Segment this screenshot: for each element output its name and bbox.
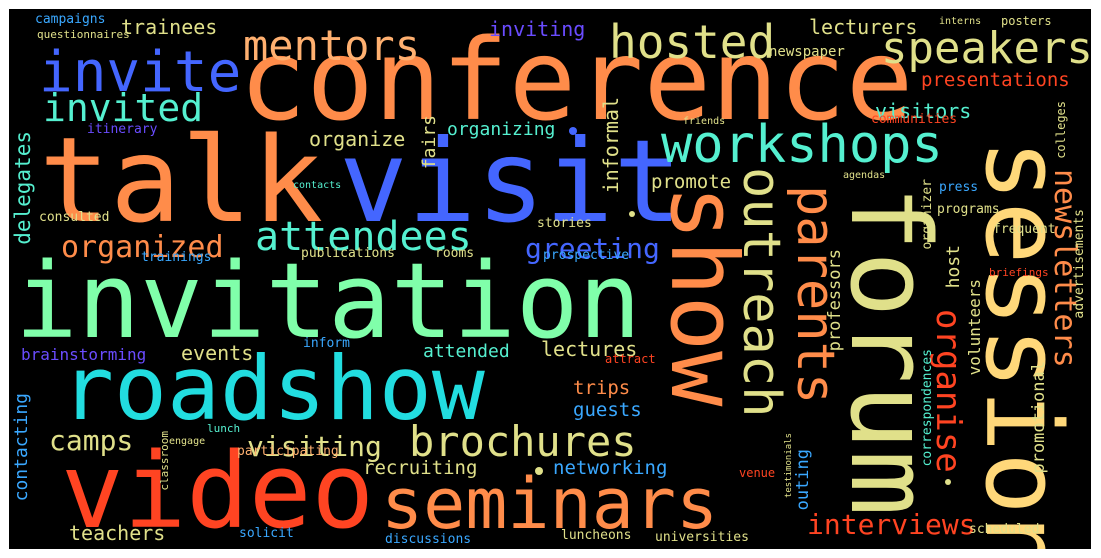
- word-contacting: contacting: [11, 393, 32, 502]
- word-attendees: attendees: [255, 214, 472, 260]
- word-promote: promote: [651, 171, 732, 193]
- word-mentors: mentors: [243, 21, 421, 70]
- word-publications: publications: [301, 246, 395, 261]
- word-recruiting: recruiting: [363, 457, 478, 479]
- word-interviews: interviews: [807, 508, 976, 541]
- word-speakers: speakers: [881, 23, 1091, 74]
- word-visit: visit: [339, 115, 683, 248]
- word-colleges: colleges: [1054, 101, 1068, 159]
- word-posters: posters: [1001, 14, 1052, 28]
- word-solicit: solicit: [239, 526, 294, 541]
- word-attract: attract: [605, 352, 656, 366]
- word-visitors: visitors: [875, 99, 972, 123]
- word-communities: communities: [871, 112, 958, 127]
- word-greeting: greeting: [525, 232, 660, 265]
- word-networking: networking: [553, 457, 668, 479]
- word-advertisements: advertisements: [1072, 209, 1087, 319]
- dot-mark: [945, 479, 951, 485]
- word-roadshow: roadshow: [61, 337, 485, 440]
- word-luncheons: luncheons: [561, 528, 632, 543]
- word-professors: professors: [825, 249, 845, 352]
- word-organizer: organizer: [920, 179, 935, 250]
- word-programs: programs: [937, 202, 1000, 217]
- word-universities: universities: [655, 530, 749, 545]
- word-venue: venue: [739, 466, 776, 480]
- word-outing: outing: [793, 449, 813, 511]
- word-press: press: [939, 180, 979, 195]
- word-delegates: delegates: [11, 131, 35, 245]
- word-presentations: presentations: [921, 69, 1070, 91]
- word-agendas: agendas: [843, 170, 886, 181]
- word-inviting: inviting: [489, 17, 586, 41]
- word-invite: invite: [39, 40, 242, 105]
- word-seminars: seminars: [381, 463, 719, 545]
- word-questionnaires: questionnaires: [37, 28, 130, 41]
- word-organizing: organizing: [447, 119, 556, 140]
- word-teachers: teachers: [69, 521, 166, 545]
- word-trips: trips: [573, 377, 631, 399]
- word-organize: organize: [309, 127, 406, 151]
- dot-mark: [629, 211, 635, 217]
- word-newspaper: newspaper: [769, 44, 845, 60]
- word-lectures: lectures: [541, 337, 638, 361]
- word-organized: organized: [61, 230, 224, 265]
- word-trainees: trainees: [121, 15, 218, 39]
- word-interns: interns: [939, 16, 982, 27]
- word-forum: forum: [826, 185, 954, 517]
- word-informal: informal: [599, 97, 623, 194]
- word-newsletters: newsletters: [1047, 169, 1082, 368]
- word-engage: engage: [169, 436, 206, 447]
- word-attended: attended: [423, 341, 510, 362]
- word-trainings: trainings: [141, 250, 212, 265]
- word-discussions: discussions: [385, 532, 472, 547]
- word-invitation: invitation: [15, 240, 642, 362]
- word-workshops: workshops: [661, 115, 943, 175]
- word-talk: talk: [39, 111, 324, 249]
- word-rooms: rooms: [435, 246, 475, 261]
- word-outreach: outreach: [731, 167, 791, 418]
- word-guests: guests: [573, 399, 642, 421]
- word-campaigns: campaigns: [35, 12, 106, 27]
- word-video: video: [61, 430, 375, 549]
- word-camps: camps: [49, 424, 134, 457]
- word-scheduled: scheduled: [969, 522, 1040, 537]
- word-prospective: prospective: [543, 248, 630, 263]
- word-organise: organise: [928, 309, 968, 473]
- word-volunteers: volunteers: [965, 279, 984, 376]
- word-contacts: contacts: [293, 180, 342, 191]
- dot-mark: [569, 127, 577, 135]
- dot-mark: [535, 467, 543, 475]
- word-promotional: promotional: [1029, 361, 1049, 474]
- word-events: events: [181, 341, 254, 365]
- word-brochures: brochures: [409, 417, 637, 466]
- word-briefings: briefings: [989, 266, 1049, 279]
- word-lunch: lunch: [207, 422, 241, 435]
- word-visiting: visiting: [247, 430, 382, 463]
- word-show: show: [650, 185, 757, 407]
- word-host: host: [943, 245, 964, 289]
- word-cloud: conference talk visit invitation roadsho…: [9, 9, 1091, 549]
- word-consulted: consulted: [39, 210, 110, 225]
- word-itinerary: itinerary: [87, 122, 158, 137]
- word-conference: conference: [239, 16, 914, 146]
- word-brainstorming: brainstorming: [21, 345, 147, 364]
- word-lecturers: lecturers: [809, 15, 918, 39]
- word-invited: invited: [43, 86, 204, 130]
- word-friends: friends: [683, 116, 726, 127]
- word-inform: inform: [303, 336, 350, 351]
- word-correspondences: correspondences: [920, 349, 935, 467]
- word-stories: stories: [537, 216, 592, 231]
- word-parents: parents: [785, 185, 845, 405]
- word-hosted: hosted: [609, 15, 776, 69]
- word-fairs: fairs: [419, 115, 440, 170]
- word-session: session: [962, 139, 1084, 549]
- word-frequent: frequent: [993, 222, 1056, 237]
- word-testimonials: testimonials: [784, 433, 794, 499]
- word-participating: participating: [237, 444, 339, 459]
